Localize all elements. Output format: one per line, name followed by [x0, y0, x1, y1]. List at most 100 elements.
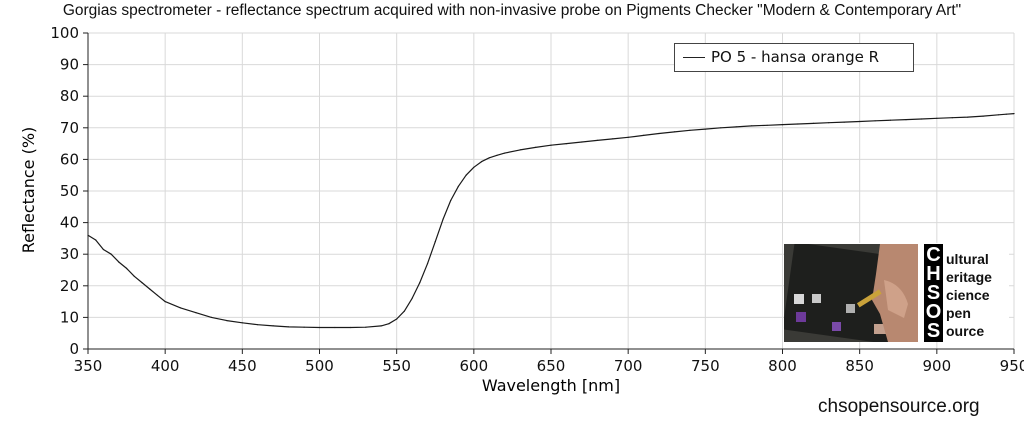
data-point — [473, 166, 475, 168]
x-tick-label: 900 — [923, 357, 952, 375]
plot-frame — [83, 33, 1014, 354]
y-tick-label: 20 — [60, 277, 79, 295]
data-point — [735, 126, 737, 128]
x-tick-label: 600 — [460, 357, 489, 375]
y-tick-label: 40 — [60, 214, 79, 232]
data-point — [95, 239, 97, 241]
data-point — [403, 310, 405, 312]
data-point — [241, 322, 243, 324]
pigments-checker-photo — [784, 244, 918, 342]
data-point — [457, 185, 459, 187]
x-tick-label: 950 — [1000, 357, 1024, 375]
data-point — [766, 124, 768, 126]
data-point — [889, 119, 892, 121]
data-point — [141, 282, 143, 284]
data-point — [396, 318, 398, 320]
x-tick-label: 400 — [151, 357, 180, 375]
data-point — [349, 326, 351, 329]
data-point — [303, 326, 305, 328]
y-tick-label: 50 — [60, 182, 79, 200]
logo-word: ultural — [946, 251, 989, 267]
data-point — [658, 132, 660, 135]
data-point — [156, 294, 158, 296]
data-point — [465, 174, 467, 176]
x-tick-label: 750 — [691, 357, 720, 375]
logo-word: eritage — [946, 269, 992, 285]
chart-title: Gorgias spectrometer - reflectance spect… — [62, 2, 962, 19]
data-point — [812, 122, 815, 124]
website-url: chsopensource.org — [818, 396, 980, 417]
data-point — [288, 326, 290, 328]
data-point — [673, 131, 676, 133]
chsos-letter-column: C H S O S — [924, 244, 943, 342]
data-point — [797, 123, 799, 125]
data-point — [643, 134, 645, 136]
logo-word: cience — [946, 287, 990, 303]
data-point — [334, 326, 336, 329]
data-point — [828, 122, 830, 124]
x-tick-label: 550 — [382, 357, 411, 375]
y-tick-label: 10 — [60, 308, 79, 326]
data-point — [920, 118, 923, 120]
data-point — [481, 161, 483, 163]
axis-ticks: 350 400 450 500 550 600 650 700 750 800 850 900 950 0… — [50, 24, 1024, 375]
logo-word: ource — [946, 323, 985, 339]
chart-legend: PO 5 - hansa orange R — [674, 43, 914, 72]
data-point — [519, 149, 521, 151]
data-point — [550, 144, 552, 146]
data-point — [951, 117, 953, 119]
data-point — [535, 146, 537, 148]
data-point — [149, 288, 151, 290]
data-point — [998, 114, 1000, 116]
data-point — [226, 320, 228, 322]
data-point — [180, 307, 182, 309]
x-tick-label: 800 — [768, 357, 797, 375]
logo-letter: H — [926, 263, 941, 285]
data-point — [388, 323, 390, 325]
data-point — [781, 124, 784, 126]
logo-letter: S — [926, 282, 941, 304]
data-point — [195, 312, 197, 314]
data-point — [133, 275, 135, 277]
data-point — [1013, 113, 1015, 115]
y-tick-label: 90 — [60, 56, 79, 74]
x-axis-label: Wavelength [nm] — [482, 376, 620, 395]
data-point — [751, 125, 753, 127]
data-point — [581, 141, 583, 143]
data-point — [450, 199, 452, 202]
data-point — [110, 253, 112, 255]
data-point — [1005, 113, 1007, 115]
data-point — [720, 127, 722, 129]
data-point — [426, 263, 429, 265]
x-tick-label: 700 — [614, 357, 643, 375]
data-point — [488, 157, 490, 159]
data-point — [859, 120, 861, 123]
data-point — [365, 326, 367, 328]
x-tick-label: 650 — [537, 357, 566, 375]
y-tick-label: 0 — [69, 340, 79, 358]
data-point — [982, 115, 984, 117]
logo-letter: C — [926, 244, 941, 266]
data-point — [496, 154, 498, 156]
data-point — [936, 117, 938, 119]
logo-letter: S — [926, 320, 941, 342]
data-point — [442, 218, 444, 220]
y-tick-label: 80 — [60, 87, 79, 105]
data-point — [380, 325, 382, 327]
data-point — [118, 261, 120, 263]
legend-swatch — [683, 57, 705, 58]
data-point — [565, 143, 568, 145]
data-point — [627, 136, 629, 138]
x-tick-label: 850 — [845, 357, 874, 375]
series-lines — [87, 113, 1015, 329]
y-tick-label: 30 — [60, 245, 79, 263]
y-tick-label: 100 — [50, 24, 79, 42]
legend-label: PO 5 - hansa orange R — [711, 48, 880, 66]
y-axis-label: Reflectance (%) — [19, 127, 38, 254]
data-point — [689, 129, 691, 131]
data-point — [419, 282, 421, 284]
x-tick-label: 450 — [228, 357, 257, 375]
logo-word: pen — [946, 305, 971, 321]
data-point — [318, 326, 321, 329]
x-tick-label: 500 — [305, 357, 334, 375]
